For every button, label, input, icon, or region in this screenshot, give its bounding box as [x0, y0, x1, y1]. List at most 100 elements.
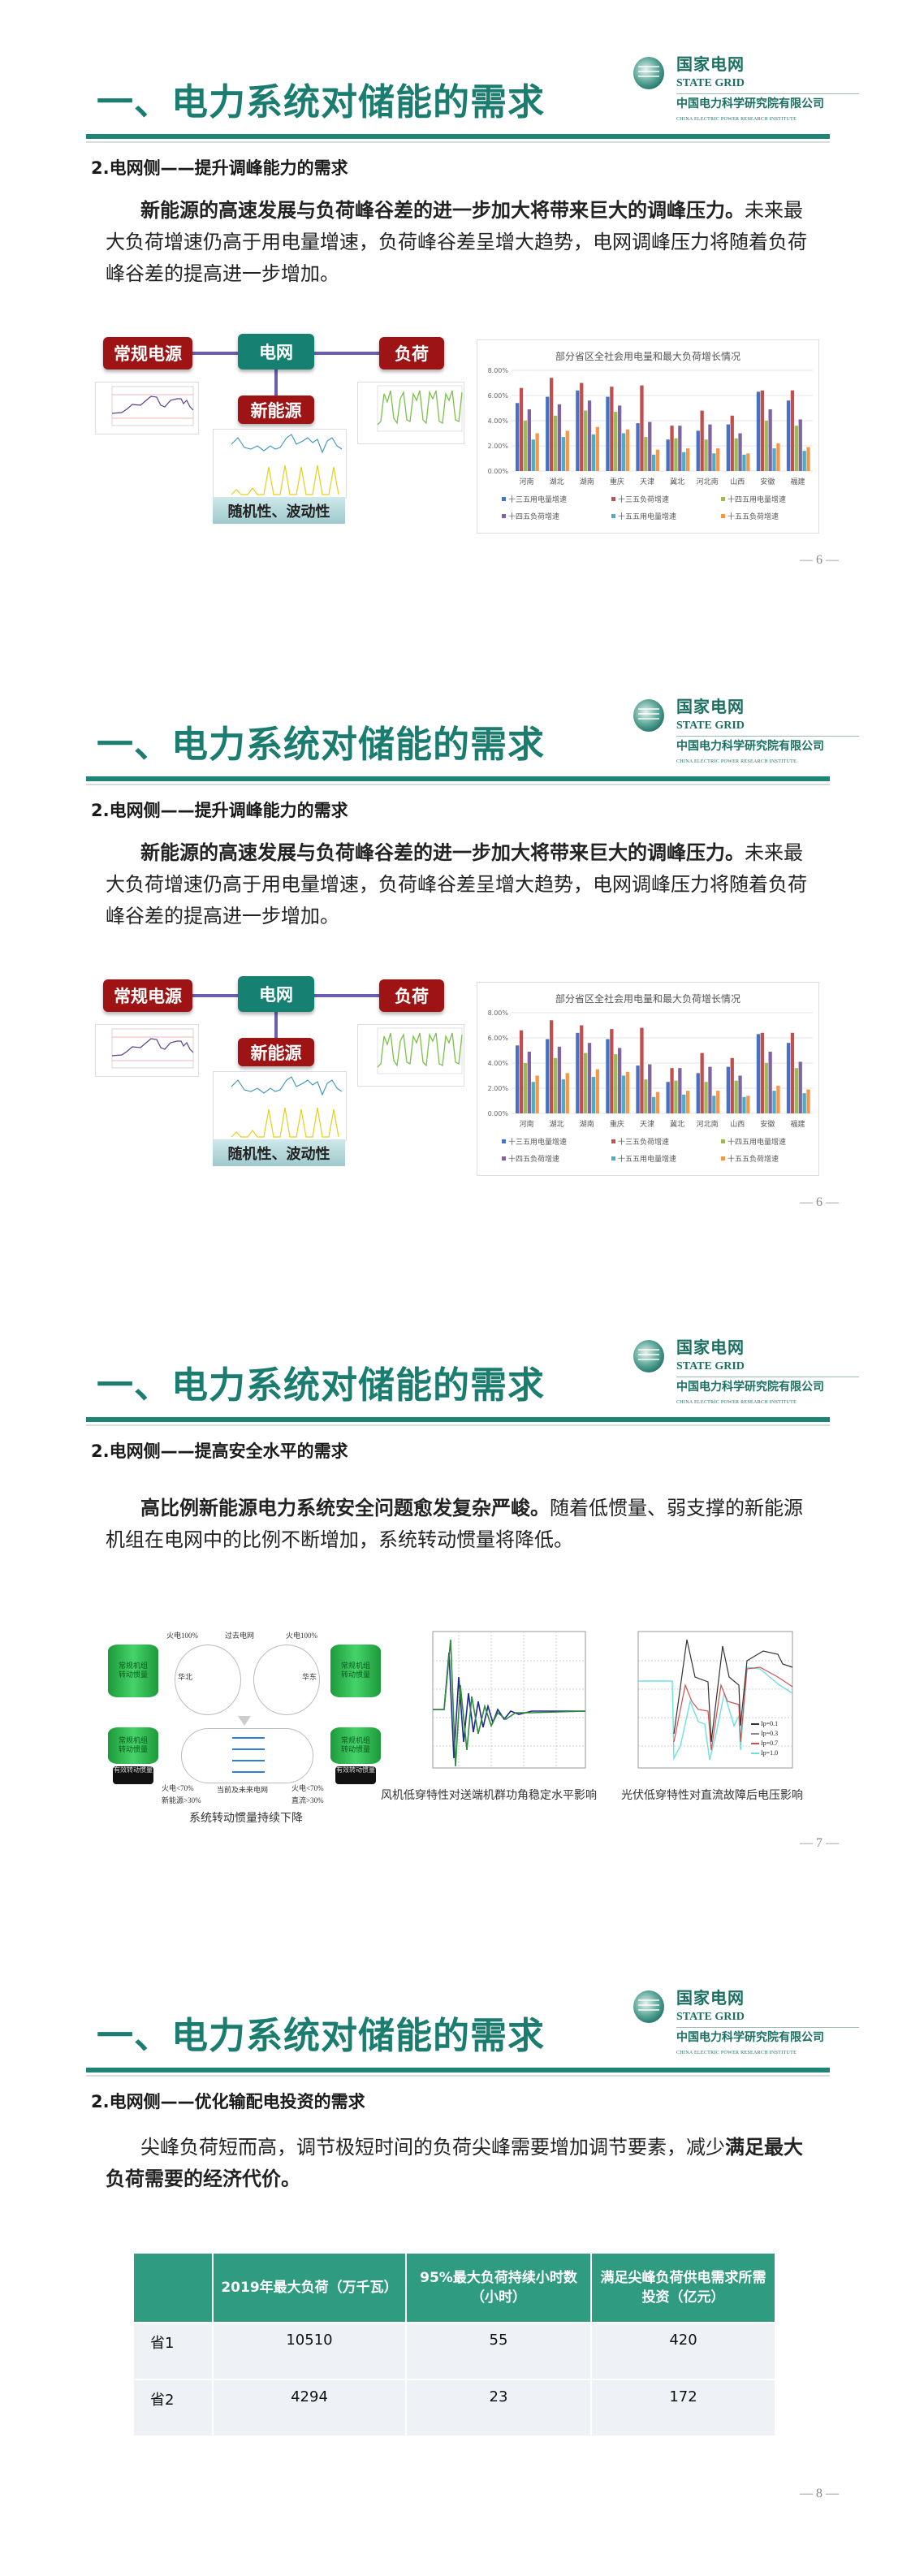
- legend-swatch: [721, 1139, 725, 1143]
- x-tick-label: 湖北: [550, 478, 564, 486]
- body-paragraph: 新能源的高速发展与负荷峰谷差的进一步加大将带来巨大的调峰压力。未来最大负荷增速仍…: [106, 837, 820, 932]
- legend-label: Ip=0.3: [761, 1730, 779, 1737]
- column-header: 2019年最大负荷（万千瓦）: [213, 2254, 407, 2323]
- emphasis-text: 高比例新能源电力系统安全问题愈发复杂严峻。: [140, 1497, 550, 1519]
- institute-cn: 中国电力科学研究院有限公司: [676, 97, 824, 110]
- bar: [535, 433, 539, 471]
- bar: [640, 1027, 644, 1113]
- bar-chart-svg: 部分省区全社会用电量和最大负荷增长情况 0.00% 2.00% 4.00% 6.00% 8…: [488, 992, 813, 1164]
- bar: [546, 1039, 550, 1113]
- legend-swatch: [611, 497, 615, 501]
- bar: [730, 1057, 734, 1113]
- right-mix-label: 直流>30%: [291, 1796, 324, 1804]
- logo-en: STATE GRID: [676, 1360, 745, 1372]
- inertia-caption: 系统转动惯量持续下降: [189, 1812, 303, 1825]
- column-header: [134, 2254, 214, 2323]
- page-number: — 6 —: [800, 553, 839, 567]
- title-rule: [86, 1417, 830, 1422]
- legend-swatch: [611, 1139, 615, 1143]
- title-rule: [86, 2068, 830, 2072]
- bar: [591, 1077, 596, 1113]
- bar: [618, 405, 622, 471]
- bar: [625, 1071, 630, 1113]
- x-tick-label: 河南: [520, 477, 534, 486]
- past-grid-circle-east: [253, 1645, 320, 1715]
- legend-label: 十三五用电量增速: [508, 1137, 567, 1147]
- bar: [746, 1096, 750, 1113]
- effective-inertia-block: 有效转动惯量: [335, 1766, 376, 1784]
- y-tick-label: 4.00%: [488, 1060, 509, 1067]
- bar: [614, 1054, 618, 1113]
- bar: [786, 1043, 791, 1113]
- legend-label: 十四五负荷增速: [508, 1154, 559, 1164]
- y-tick-label: 4.00%: [488, 417, 509, 425]
- load-curve-chart: [357, 1024, 464, 1087]
- column-header: 满足尖峰负荷供电需求所需投资（亿元）: [591, 2254, 776, 2323]
- institute-cn: 中国电力科学研究院有限公司: [676, 740, 824, 753]
- title-rule-thin: [86, 141, 830, 143]
- page-number: — 6 —: [800, 1195, 839, 1209]
- bar: [716, 1091, 720, 1113]
- bar: [806, 1089, 810, 1113]
- logo-divider: [676, 93, 859, 94]
- legend-line: [751, 1723, 759, 1726]
- bar: [700, 410, 704, 471]
- state-grid-logo: 国家电网 STATE GRID 中国电力科学研究院有限公司 CHINA ELEC…: [633, 1989, 861, 2060]
- bar: [756, 1034, 761, 1113]
- y-tick-label: 8.00%: [488, 367, 509, 374]
- bar: [519, 1030, 524, 1113]
- bar: [553, 415, 558, 471]
- bar: [648, 1064, 652, 1113]
- pv-legend-item: Ip=0.1: [751, 1719, 778, 1729]
- bar: [734, 438, 738, 471]
- connector-line: [274, 370, 278, 395]
- renewable-box: 新能源: [238, 395, 314, 424]
- x-tick-label: 山西: [730, 478, 745, 486]
- bar: [580, 383, 584, 471]
- table-cell: 420: [591, 2322, 776, 2379]
- legend-swatch: [502, 1156, 506, 1160]
- x-tick-label: 湖南: [580, 1119, 594, 1129]
- legend-swatch: [502, 1139, 506, 1143]
- bar: [786, 400, 791, 471]
- bar: [682, 1094, 686, 1113]
- legend-label: 十四五用电量增速: [728, 1137, 786, 1147]
- legend-line: [751, 1743, 759, 1745]
- rotor-label: 常规机组转动惯量: [340, 1736, 370, 1754]
- bar: [708, 424, 712, 471]
- load-box: 负荷: [379, 979, 444, 1012]
- bar: [746, 453, 750, 471]
- down-arrow-icon: [238, 1716, 251, 1726]
- x-tick-label: 河北南: [697, 477, 719, 486]
- legend-label: Ip=0.1: [761, 1720, 779, 1727]
- bar: [546, 396, 550, 471]
- logo-divider: [676, 736, 859, 737]
- bar: [678, 426, 682, 471]
- conventional-output-chart: [95, 1024, 199, 1077]
- bar: [636, 423, 640, 471]
- bar: [730, 415, 734, 471]
- bar: [678, 1068, 682, 1113]
- page-number: — 7 —: [800, 1836, 839, 1850]
- bar: [606, 396, 610, 471]
- y-tick-label: 6.00%: [488, 392, 509, 400]
- bar: [523, 1063, 528, 1113]
- bar: [734, 1080, 738, 1113]
- bar: [516, 1045, 520, 1113]
- emphasis-text: 满足最大负荷需要的经济代价。: [106, 2136, 803, 2190]
- slide-7: 国家电网 STATE GRID 中国电力科学研究院有限公司 CHINA ELEC…: [0, 1283, 911, 1925]
- left-mix-label: 新能源>30%: [162, 1796, 201, 1804]
- bar: [655, 1091, 660, 1113]
- x-tick-label: 安徽: [760, 477, 775, 486]
- y-tick-label: 2.00%: [488, 443, 509, 450]
- bar: [798, 1061, 802, 1113]
- rotor-cylinder: 常规机组转动惯量: [108, 1727, 158, 1764]
- bar: [644, 437, 648, 471]
- bar: [580, 1025, 584, 1113]
- legend-swatch: [611, 514, 615, 518]
- institute-cn: 中国电力科学研究院有限公司: [676, 2031, 824, 2044]
- bar: [708, 1066, 712, 1113]
- logo-en: STATE GRID: [676, 720, 745, 732]
- bar: [674, 1080, 678, 1113]
- legend-label: 十四五用电量增速: [728, 495, 786, 504]
